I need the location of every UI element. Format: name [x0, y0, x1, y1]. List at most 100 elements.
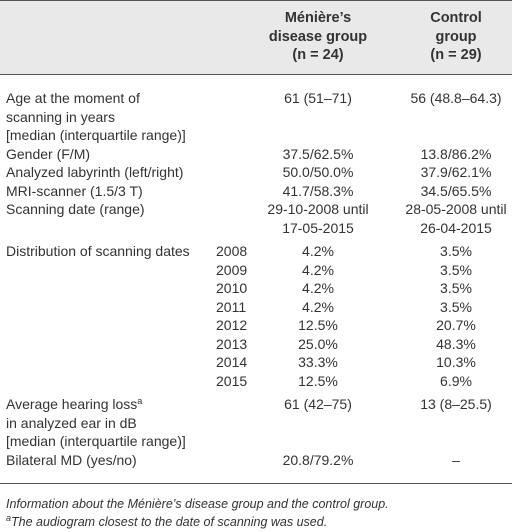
md-value-text: 17-05-2015: [282, 219, 354, 236]
row-label: Distribution of scanning dates: [6, 242, 190, 260]
control-value-text: 3.5%: [440, 280, 472, 296]
md-value-text: 12.5%: [298, 317, 338, 333]
control-value: –: [452, 451, 460, 469]
control-value-text: 3.5%: [440, 261, 472, 278]
md-value-text: 4.2%: [302, 280, 334, 296]
year: 2009: [216, 261, 247, 279]
row-label-text: Average hearing loss: [6, 396, 138, 412]
row-label-text: MRI-scanner (1.5/3 T): [6, 182, 143, 199]
year: 2014: [216, 353, 247, 371]
control-value: 13 (8–25.5): [420, 395, 492, 413]
footnote-text: The audiogram closest to the date of sca…: [11, 515, 328, 529]
row-label: [median (interquartile range)]: [6, 126, 186, 144]
md-value: 61 (51–71): [284, 89, 352, 107]
control-header-text: group: [435, 28, 477, 45]
control-value-text: 3.5%: [440, 298, 472, 315]
md-header: (n = 24): [292, 46, 343, 64]
control-value-text: 34.5/65.5%: [420, 182, 492, 199]
control-value: 20.7%: [436, 316, 476, 334]
row-label: MRI-scanner (1.5/3 T): [6, 182, 143, 200]
row-label-text: [median (interquartile range)]: [6, 127, 186, 143]
year-text: 2013: [216, 335, 248, 352]
md-value-text: 50.0/50.0%: [282, 164, 354, 180]
top-rule: [0, 0, 512, 1]
control-value-text: 26-04-2015: [420, 219, 492, 236]
header-background: [0, 0, 512, 74]
md-value-text: 4.2%: [302, 261, 334, 278]
md-value: 61 (42–75): [284, 395, 352, 413]
control-value-text: 10.3%: [436, 354, 476, 370]
control-value: 48.3%: [436, 335, 476, 353]
row-label-text: [median (interquartile range)]: [6, 433, 186, 449]
row-label: Gender (F/M): [6, 145, 90, 163]
control-value: 3.5%: [440, 298, 472, 316]
header-rule: [0, 74, 512, 75]
control-value-text: 28-05-2008 until: [405, 201, 507, 217]
control-value-text: 3.5%: [440, 243, 472, 259]
md-value: 25.0%: [298, 335, 338, 353]
control-value-text: 48.3%: [436, 335, 476, 352]
md-value: 29-10-2008 until: [267, 200, 368, 218]
year: 2015: [216, 372, 247, 390]
year-text: 2009: [216, 261, 248, 278]
row-label-text: Distribution of scanning dates: [6, 243, 190, 259]
md-value-text: 41.7/58.3%: [282, 182, 354, 199]
row-label-text: in analyzed ear in dB: [6, 414, 137, 431]
caption-text: Information about the Ménière’s disease …: [6, 497, 389, 511]
year-text: 2011: [216, 298, 247, 315]
control-value: 3.5%: [440, 279, 472, 297]
row-label-text: Gender (F/M): [6, 145, 91, 162]
md-value: 12.5%: [298, 316, 338, 334]
year-text: 2015: [216, 372, 248, 389]
control-value: 3.5%: [440, 242, 472, 260]
md-value: 12.5%: [298, 372, 338, 390]
md-header-text: (n = 24): [292, 47, 344, 63]
control-header: (n = 29): [430, 46, 481, 64]
control-value-text: 13.8/86.2%: [420, 145, 492, 162]
control-header: Control: [430, 9, 482, 27]
control-header: group: [435, 28, 476, 46]
caption: Information about the Ménière’s disease …: [6, 495, 389, 513]
control-value-text: 56 (48.8–64.3): [410, 90, 502, 106]
md-value-text: 12.5%: [298, 372, 338, 389]
control-value: 3.5%: [440, 261, 472, 279]
md-value: 20.8/79.2%: [283, 451, 354, 469]
control-value: 6.9%: [440, 372, 472, 390]
control-value-text: 37.9/62.1%: [420, 164, 492, 180]
md-header-text: disease group: [268, 28, 368, 45]
year: 2012: [216, 316, 247, 334]
control-value: 10.3%: [436, 353, 476, 371]
row-label: Analyzed labyrinth (left/right): [6, 163, 183, 181]
row-label: in analyzed ear in dB: [6, 414, 137, 432]
control-value-text: 6.9%: [440, 372, 472, 389]
control-value-text: 13 (8–25.5): [420, 396, 492, 412]
md-value-text: 33.3%: [298, 354, 338, 370]
md-value: 4.2%: [302, 242, 334, 260]
md-header: Ménière’s: [285, 9, 351, 27]
year-text: 2014: [216, 354, 248, 370]
row-label: Age at the moment of: [6, 89, 140, 107]
md-value-text: 61 (42–75): [284, 396, 352, 412]
footnote-mark: a: [137, 396, 143, 406]
md-value: 33.3%: [298, 353, 338, 371]
row-label: Average hearing lossa: [6, 395, 142, 413]
md-value-text: 25.0%: [298, 335, 338, 352]
row-label: scanning in years: [6, 108, 115, 126]
year-text: 2012: [216, 317, 248, 333]
md-value: 37.5/62.5%: [283, 145, 354, 163]
control-value: 56 (48.8–64.3): [410, 89, 501, 107]
md-value-text: 37.5/62.5%: [282, 145, 354, 162]
row-label: [median (interquartile range)]: [6, 432, 186, 450]
control-value: 13.8/86.2%: [421, 145, 492, 163]
md-value: 17-05-2015: [282, 219, 354, 237]
md-value-text: 4.2%: [302, 243, 334, 259]
control-value-text: –: [452, 451, 460, 468]
year: 2008: [216, 242, 247, 260]
control-value: 26-04-2015: [420, 219, 492, 237]
md-value: 4.2%: [302, 279, 334, 297]
control-value: 37.9/62.1%: [421, 163, 492, 181]
md-value-text: 29-10-2008 until: [267, 201, 369, 217]
row-label-text: scanning in years: [6, 108, 115, 125]
row-label-text: Scanning date (range): [6, 201, 145, 217]
